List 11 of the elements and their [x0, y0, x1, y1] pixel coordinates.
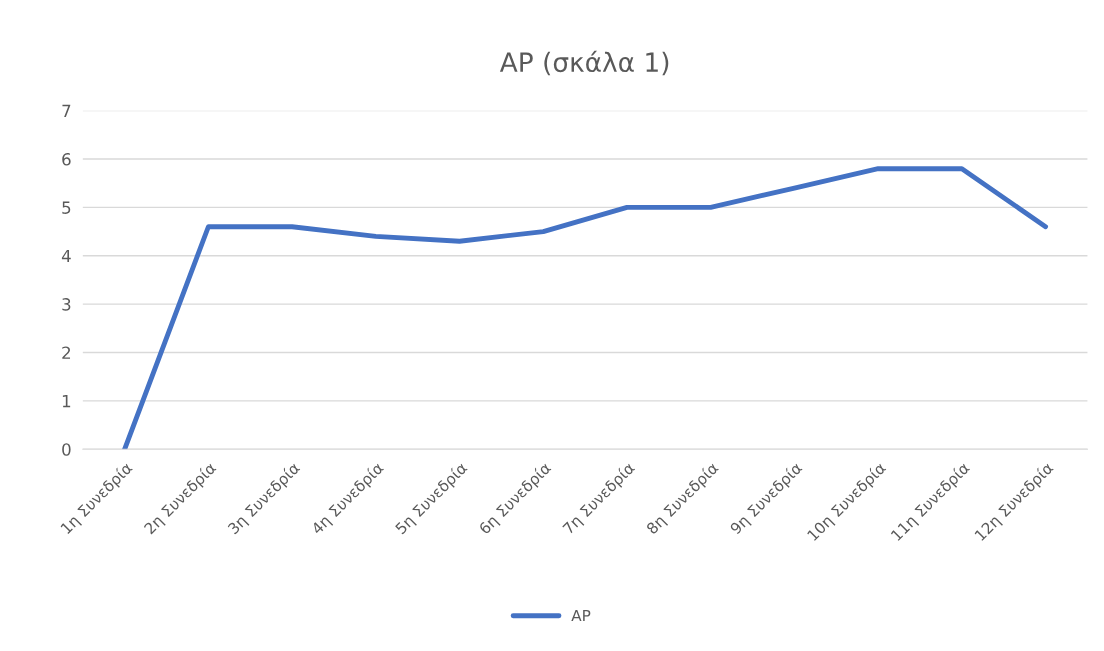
y-tick-label: 7	[62, 104, 71, 117]
y-tick-label: 6	[62, 152, 71, 166]
legend-label: AP	[571, 609, 591, 622]
y-tick-label: 3	[62, 298, 71, 311]
y-tick-label: 0	[62, 443, 71, 456]
y-tick-label: 1	[62, 395, 71, 408]
line-series	[122, 166, 1049, 450]
y-tick-label: 4	[61, 249, 71, 263]
chart-title: AP (σκάλα 1)	[499, 50, 669, 76]
y-tick-label: 5	[62, 201, 71, 214]
y-tick-label: 2	[62, 346, 71, 359]
